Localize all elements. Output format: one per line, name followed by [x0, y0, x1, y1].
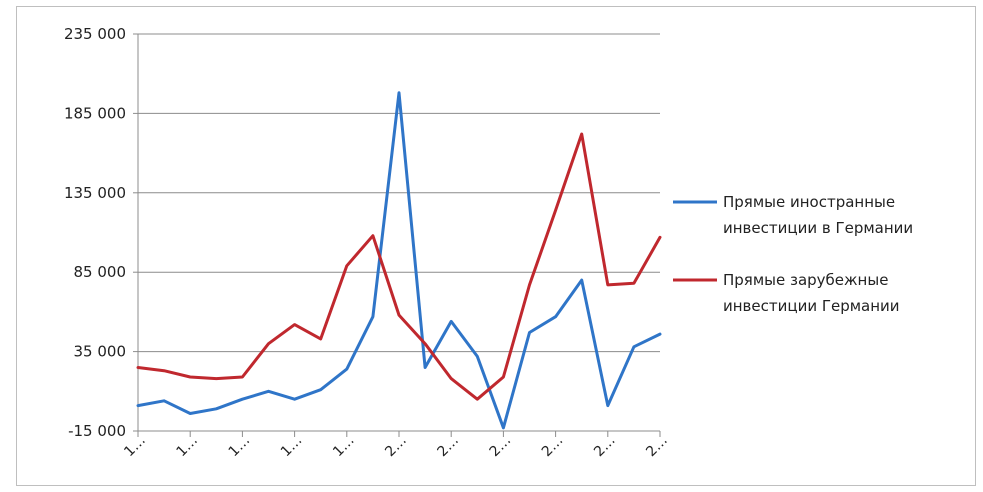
x-tick-label: 2… [591, 433, 619, 461]
y-tick-label: -15 000 [68, 422, 126, 440]
legend-label-2: Прямые зарубежные инвестиции Германии [723, 271, 900, 315]
y-tick-label: 235 000 [64, 25, 126, 43]
y-tick-label: 35 000 [74, 343, 127, 361]
y-tick-label: 185 000 [64, 104, 126, 122]
series-line-2 [136, 132, 662, 401]
x-tick-label: 1… [330, 433, 358, 461]
chart-frame: -15 000 35 000 85 000 135 000 185 000 235 000… [16, 6, 976, 486]
y-tick-labels: -15 000 35 000 85 000 135 000 185 000 235 000 [64, 25, 126, 440]
legend-label-1: Прямые иностранные инвестиции в Германии [723, 193, 913, 237]
y-tick-label: 135 000 [64, 184, 126, 202]
y-tick-label: 85 000 [74, 263, 127, 281]
line-chart: -15 000 35 000 85 000 135 000 185 000 235 000… [64, 25, 913, 460]
x-tick-label: 2… [382, 433, 410, 461]
legend: Прямые иностранные инвестиции в Германии П… [673, 193, 913, 315]
series-lines [136, 91, 662, 430]
x-tick-label: 1… [278, 433, 306, 461]
series-line-1 [136, 91, 662, 430]
x-tick-labels: 1… 1… 1… 1… 1… 2… 2… 2… 2… 2… 2… [121, 431, 671, 460]
x-tick-label: 2… [643, 433, 671, 461]
x-tick-label: 2… [487, 433, 515, 461]
x-tick-label: 1… [174, 433, 202, 461]
x-tick-label: 2… [539, 433, 567, 461]
x-tick-label: 1… [226, 433, 254, 461]
x-tick-label: 2… [435, 433, 463, 461]
gridlines [133, 33, 660, 432]
